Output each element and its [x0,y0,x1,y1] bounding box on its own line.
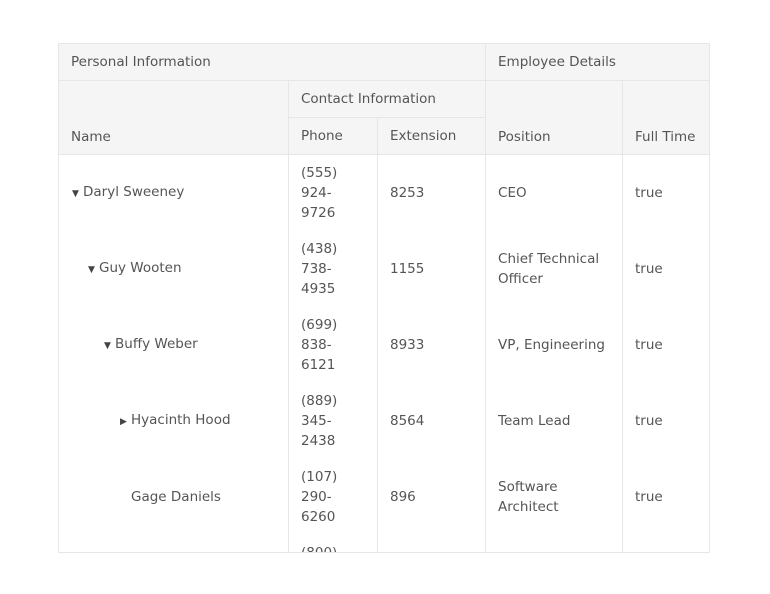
tree-grid[interactable]: Personal Information Employee Details Na… [58,43,710,553]
name-text: Hyacinth Hood [131,412,231,428]
cell-phone: (889) 345-2438 [288,383,378,459]
table-row[interactable]: ▶Constance Vazquez (800) 201-1078 5141 D… [59,535,709,552]
cell-name: ▶ Hyacinth Hood [59,383,289,459]
cell-name: Gage Daniels [59,459,289,535]
table-row[interactable]: ▼ Daryl Sweeney (555) 924-9726 8253 CEO t… [59,154,709,231]
expand-toggle-icon[interactable]: ▼ [104,341,111,351]
cell-phone: (699) 838-6121 [288,307,378,383]
cell-extension: 1155 [376,231,487,307]
name-text: Daryl Sweeney [83,184,185,200]
header-name[interactable]: Name [59,80,289,155]
cell-full-time: true [622,535,709,552]
cell-position: Software Architect [485,459,624,535]
header-extension[interactable]: Extension [376,117,487,155]
cell-name: ▼ Guy Wooten [59,231,289,307]
employee-table: Personal Information Employee Details Na… [59,44,709,552]
table-row[interactable]: Gage Daniels (107) 290-6260 896 Software… [59,459,709,535]
name-text: Gage Daniels [131,489,221,505]
cell-position: Chief Technical Officer [485,231,624,307]
table-row[interactable]: ▼ Guy Wooten (438) 738-4935 1155 Chief Te… [59,231,709,307]
cell-full-time: true [622,231,709,307]
expand-toggle-icon[interactable]: ▼ [88,265,95,275]
cell-extension: 8933 [376,307,487,383]
header-phone[interactable]: Phone [288,117,378,155]
header-full-time[interactable]: Full Time [622,80,709,155]
cell-position: Team Lead [485,383,624,459]
cell-position: VP, Engineering [485,307,624,383]
cell-extension: 8253 [376,154,487,231]
cell-phone: (438) 738-4935 [288,231,378,307]
header-group-personal-information: Personal Information [59,44,487,81]
cell-name: ▶Constance Vazquez [59,535,289,552]
name-text: Guy Wooten [99,260,182,276]
cell-extension: 5141 [376,535,487,552]
cell-phone: (800) 201-1078 [288,535,378,552]
cell-phone: (107) 290-6260 [288,459,378,535]
cell-extension: 8564 [376,383,487,459]
table-row[interactable]: ▼ Buffy Weber (699) 838-6121 8933 VP, Eng… [59,307,709,383]
cell-full-time: true [622,383,709,459]
header-group-contact-information: Contact Information [287,80,487,118]
cell-full-time: true [622,154,709,231]
table-row[interactable]: ▶ Hyacinth Hood (889) 345-2438 8564 Team … [59,383,709,459]
header-position[interactable]: Position [485,80,624,155]
cell-extension: 896 [376,459,487,535]
name-text: Buffy Weber [115,336,198,352]
cell-full-time: true [622,459,709,535]
expand-toggle-icon[interactable]: ▼ [72,189,79,199]
header-group-employee-details: Employee Details [485,44,709,81]
collapse-toggle-icon[interactable]: ▶ [120,417,127,427]
cell-position: CEO [485,154,624,231]
cell-phone: (555) 924-9726 [288,154,378,231]
cell-position: Director, Engineering [485,535,624,552]
cell-name: ▼ Buffy Weber [59,307,289,383]
cell-name: ▼ Daryl Sweeney [59,154,289,231]
cell-full-time: true [622,307,709,383]
